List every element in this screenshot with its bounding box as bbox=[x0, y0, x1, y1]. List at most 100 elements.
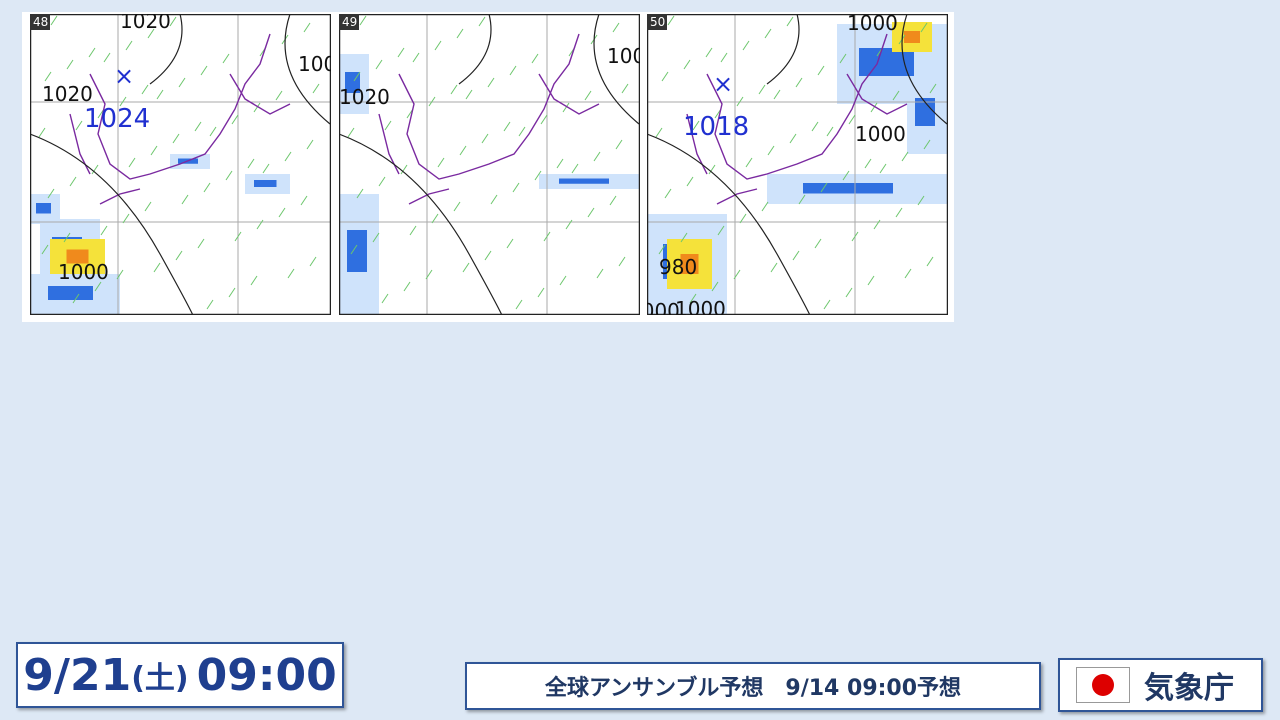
member-badge bbox=[339, 14, 359, 30]
wind-barb bbox=[786, 16, 794, 27]
flag bbox=[1076, 667, 1130, 703]
isobar-label: 1020 bbox=[120, 12, 171, 33]
wind-barb bbox=[462, 262, 470, 273]
wind-barb bbox=[512, 182, 520, 193]
wind-barb bbox=[100, 225, 108, 236]
wind-barb bbox=[144, 201, 152, 212]
wind-barb bbox=[247, 158, 255, 169]
wind-barb bbox=[814, 238, 822, 249]
wind-barb bbox=[69, 176, 77, 187]
wind-barb bbox=[409, 225, 417, 236]
wind-barb bbox=[518, 126, 526, 137]
date-weekday: (土) bbox=[131, 661, 189, 696]
wind-barb bbox=[680, 232, 688, 243]
wind-barb bbox=[845, 287, 853, 298]
wind-barb bbox=[300, 195, 308, 206]
wind-barb bbox=[484, 250, 492, 261]
wind-barb bbox=[543, 231, 551, 242]
wind-barb bbox=[206, 299, 214, 310]
wind-barb bbox=[929, 83, 937, 94]
wind-barb bbox=[412, 52, 420, 63]
agency-name: 気象庁 bbox=[1144, 671, 1234, 706]
wind-barb bbox=[867, 275, 875, 286]
wind-barb bbox=[453, 201, 461, 212]
wind-barb bbox=[904, 268, 912, 279]
wind-barb bbox=[515, 299, 523, 310]
precip-core bbox=[559, 178, 609, 184]
wind-barb bbox=[125, 40, 133, 51]
wind-barb bbox=[711, 281, 719, 292]
wind-barb bbox=[103, 52, 111, 63]
wind-barb bbox=[275, 90, 283, 101]
wind-barb bbox=[798, 194, 806, 205]
high-pressure-label: 1018 bbox=[683, 112, 749, 142]
wind-barb bbox=[531, 53, 539, 64]
wind-barb bbox=[584, 90, 592, 101]
wind-barb bbox=[826, 126, 834, 137]
wind-barb bbox=[664, 188, 672, 199]
wind-barb bbox=[761, 201, 769, 212]
wind-barb bbox=[172, 133, 180, 144]
wind-barb bbox=[689, 293, 697, 304]
wind-barb bbox=[88, 47, 96, 58]
wind-barb bbox=[487, 77, 495, 88]
wind-barb bbox=[923, 139, 931, 150]
wind-barb bbox=[309, 256, 317, 267]
wind-barb bbox=[764, 28, 772, 39]
panel-border bbox=[339, 14, 640, 315]
wind-barb bbox=[705, 47, 713, 58]
precip-core bbox=[36, 203, 51, 214]
wind-barb bbox=[116, 269, 124, 280]
wind-barb bbox=[150, 145, 158, 156]
wind-barb bbox=[400, 164, 408, 175]
isobar-label: 1000 bbox=[629, 299, 680, 322]
wind-barb bbox=[153, 262, 161, 273]
wind-barb bbox=[353, 71, 361, 82]
wind-barb bbox=[209, 126, 217, 137]
wind-barb bbox=[879, 163, 887, 174]
wind-barb bbox=[66, 59, 74, 70]
wind-barb bbox=[181, 194, 189, 205]
wind-barb bbox=[739, 213, 747, 224]
wind-barb bbox=[733, 269, 741, 280]
wind-barb bbox=[128, 157, 136, 168]
wind-barb bbox=[203, 182, 211, 193]
isobar-label: 1000 bbox=[675, 297, 726, 321]
wind-barb bbox=[842, 170, 850, 181]
isobar bbox=[30, 14, 331, 315]
high-mark: × bbox=[713, 70, 733, 98]
wind-barb bbox=[47, 188, 55, 199]
wind-barb bbox=[287, 268, 295, 279]
wind-barb bbox=[228, 287, 236, 298]
wind-barb bbox=[175, 250, 183, 261]
wind-barb bbox=[278, 207, 286, 218]
wind-barb bbox=[119, 96, 127, 107]
wind-barb bbox=[562, 102, 570, 113]
wind-barb bbox=[596, 268, 604, 279]
wind-barb bbox=[683, 59, 691, 70]
precip-extreme bbox=[680, 254, 699, 274]
wind-barb bbox=[571, 163, 579, 174]
wind-barb bbox=[41, 244, 49, 255]
wind-barb bbox=[478, 16, 486, 27]
isobar-label: 1000 bbox=[298, 52, 349, 76]
high-pressure-label: 1024 bbox=[84, 104, 150, 134]
wind-barb bbox=[811, 121, 819, 132]
caption-box: 全球アンサンブル予想 9/14 09:00予想 bbox=[465, 662, 1041, 710]
wind-barb bbox=[75, 120, 83, 131]
wind-barb bbox=[820, 182, 828, 193]
wind-barb bbox=[147, 28, 155, 39]
wind-barb bbox=[431, 213, 439, 224]
wind-barb bbox=[540, 114, 548, 125]
wind-barb bbox=[823, 299, 831, 310]
wind-barb bbox=[655, 127, 663, 138]
wind-barb bbox=[465, 89, 473, 100]
wind-barb bbox=[742, 40, 750, 51]
wind-barb bbox=[234, 231, 242, 242]
wind-barb bbox=[612, 22, 620, 33]
isobar bbox=[647, 14, 948, 315]
wind-barb bbox=[372, 232, 380, 243]
wind-barb bbox=[792, 250, 800, 261]
wind-barb bbox=[509, 65, 517, 76]
